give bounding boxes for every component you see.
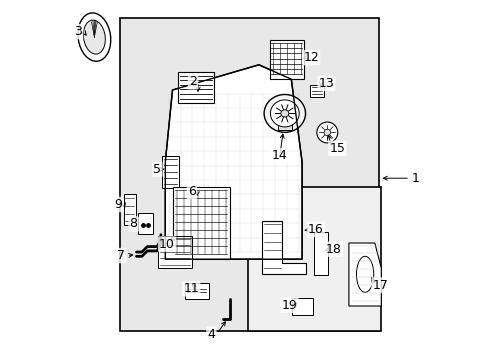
Text: 15: 15	[329, 142, 345, 155]
Bar	[247, 187, 381, 331]
Text: 8: 8	[129, 217, 137, 230]
Text: 12: 12	[303, 51, 318, 64]
Text: 17: 17	[372, 279, 388, 292]
Text: 13: 13	[318, 77, 334, 90]
Bar	[185, 283, 208, 299]
Text: 7: 7	[117, 249, 125, 262]
Text: 1: 1	[411, 172, 419, 185]
Ellipse shape	[270, 100, 299, 127]
Text: 3: 3	[74, 25, 82, 38]
Text: 16: 16	[307, 223, 323, 236]
Bar	[158, 236, 192, 268]
Bar	[313, 232, 328, 275]
Ellipse shape	[324, 129, 330, 136]
Bar	[291, 298, 312, 315]
Polygon shape	[348, 243, 381, 306]
Bar	[269, 40, 303, 79]
Text: 2: 2	[189, 75, 197, 88]
Ellipse shape	[316, 122, 337, 143]
Ellipse shape	[264, 94, 305, 132]
Bar	[310, 85, 323, 97]
Text: 4: 4	[207, 328, 215, 341]
Bar	[162, 156, 179, 188]
Text: 18: 18	[325, 243, 341, 256]
Polygon shape	[165, 65, 302, 259]
Ellipse shape	[356, 256, 373, 292]
Text: 19: 19	[281, 299, 297, 312]
Bar	[123, 194, 136, 225]
Polygon shape	[261, 221, 306, 274]
Text: 14: 14	[271, 149, 287, 162]
Bar	[138, 213, 153, 234]
Bar	[277, 123, 292, 130]
Ellipse shape	[280, 110, 288, 117]
Text: 6: 6	[187, 185, 196, 198]
Bar	[172, 187, 230, 259]
Bar	[178, 72, 213, 103]
Text: 11: 11	[183, 282, 199, 295]
Text: 9: 9	[114, 198, 122, 211]
Text: 10: 10	[159, 238, 175, 251]
Text: 5: 5	[153, 163, 161, 176]
Ellipse shape	[83, 20, 105, 54]
Ellipse shape	[78, 13, 111, 61]
Bar	[120, 18, 379, 331]
